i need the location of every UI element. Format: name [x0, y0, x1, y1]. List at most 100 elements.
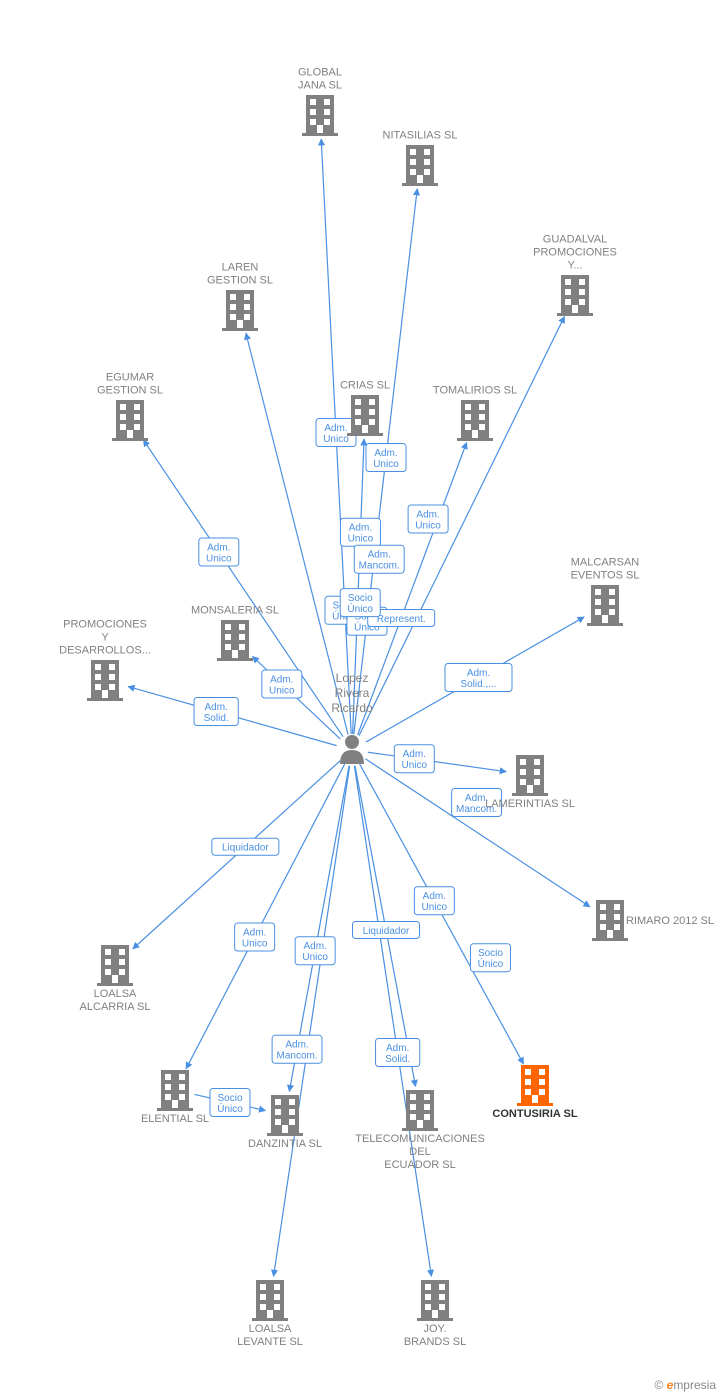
company-node[interactable]: LAMERINTIAS SL	[485, 755, 575, 810]
node-label: MONSALERIA SL	[191, 604, 279, 616]
node-label: JANA SL	[298, 79, 342, 91]
svg-text:Adm.: Adm.	[374, 448, 397, 459]
svg-text:Adm.: Adm.	[270, 674, 293, 685]
company-node[interactable]: DANZINTIA SL	[248, 1095, 322, 1150]
edge-label: Adm.Unico	[316, 419, 356, 447]
company-node[interactable]: TOMALIRIOS SL	[433, 384, 517, 441]
edge-label: Adm.Mancom.	[354, 545, 404, 573]
svg-text:Único: Único	[478, 957, 504, 970]
company-node[interactable]: MALCARSANEVENTOS SL	[571, 556, 640, 626]
building-icon	[112, 400, 148, 441]
building-icon	[157, 1070, 193, 1111]
building-icon	[417, 1280, 453, 1321]
building-icon	[267, 1095, 303, 1136]
network-diagram: SocioÚnicoAdm.UnicoSocioÚnicoAdm.UnicoAd…	[0, 0, 728, 1400]
node-label: TOMALIRIOS SL	[433, 384, 517, 396]
edge-label: Adm.Unico	[262, 670, 302, 698]
svg-text:Adm.: Adm.	[303, 941, 326, 952]
person-icon	[340, 735, 364, 764]
person-node[interactable]	[340, 735, 364, 764]
svg-text:Mancom.: Mancom.	[276, 1051, 317, 1062]
node-label: CRIAS SL	[340, 379, 390, 391]
company-node[interactable]: RIMARO 2012 SL	[592, 900, 714, 941]
svg-text:Adm.: Adm.	[207, 542, 230, 553]
svg-text:Único: Único	[217, 1102, 243, 1115]
svg-text:Unico: Unico	[402, 760, 428, 771]
svg-text:Socio: Socio	[478, 948, 503, 959]
building-icon	[302, 95, 338, 136]
company-node[interactable]: LARENGESTION SL	[207, 261, 273, 331]
svg-text:Liquidador: Liquidador	[222, 843, 269, 854]
svg-text:Unico: Unico	[323, 434, 349, 445]
node-label: DANZINTIA SL	[248, 1138, 322, 1150]
company-node[interactable]: GLOBALJANA SL	[298, 66, 342, 136]
company-node[interactable]: EGUMARGESTION SL	[97, 371, 163, 441]
node-label: GESTION SL	[207, 274, 273, 286]
company-node[interactable]: LOALSAALCARRIA SL	[80, 945, 151, 1013]
company-node[interactable]: NITASILIAS SL	[383, 129, 458, 186]
svg-text:Unico: Unico	[206, 553, 232, 564]
node-label: GUADALVAL	[543, 233, 607, 245]
svg-text:Unico: Unico	[373, 459, 399, 470]
edge-label: Adm.Unico	[394, 745, 434, 773]
node-label: JOY.	[423, 1323, 446, 1335]
company-node[interactable]: ELENTIAL SL	[141, 1070, 209, 1125]
svg-text:Adm.: Adm.	[467, 668, 490, 679]
building-icon	[592, 900, 628, 941]
node-label: ECUADOR SL	[384, 1159, 456, 1171]
svg-text:Único: Único	[347, 602, 373, 615]
svg-text:Unico: Unico	[415, 520, 441, 531]
node-label: EVENTOS SL	[571, 569, 640, 581]
building-icon	[347, 395, 383, 436]
node-label: TELECOMUNICACIONES	[355, 1133, 485, 1145]
svg-text:Socio: Socio	[348, 593, 373, 604]
node-label: BRANDS SL	[404, 1336, 466, 1348]
person-label: Rivera	[335, 686, 370, 700]
node-label: DESARROLLOS...	[59, 644, 151, 656]
edge	[354, 766, 431, 1276]
svg-text:Liquidador: Liquidador	[363, 926, 410, 937]
edge-label: Adm.Unico	[199, 538, 239, 566]
node-label: PROMOCIONES	[533, 246, 617, 258]
edge-label: Adm.Solid.	[376, 1039, 420, 1067]
svg-text:Adm.: Adm.	[403, 749, 426, 760]
building-icon	[222, 290, 258, 331]
svg-text:Adm.: Adm.	[324, 423, 347, 434]
edge	[368, 752, 506, 771]
edge-label: Adm.Unico	[366, 444, 406, 472]
node-label: Y...	[567, 259, 582, 271]
building-icon	[512, 755, 548, 796]
node-label: PROMOCIONES	[63, 618, 147, 630]
building-icon	[87, 660, 123, 701]
building-icon	[402, 145, 438, 186]
svg-text:Adm.: Adm.	[368, 550, 391, 561]
node-label: LOALSA	[94, 988, 137, 1000]
company-node[interactable]: CONTUSIRIA SL	[492, 1065, 577, 1120]
building-icon	[217, 620, 253, 661]
company-node[interactable]: JOY.BRANDS SL	[404, 1280, 466, 1348]
node-label: Y	[101, 631, 109, 643]
building-icon	[97, 945, 133, 986]
edge	[365, 759, 590, 907]
node-label: EGUMAR	[106, 371, 154, 383]
building-icon	[457, 400, 493, 441]
edge-label: Adm.Mancom.	[272, 1035, 322, 1063]
edge	[274, 766, 350, 1276]
edge-label: SocioÚnico	[210, 1089, 250, 1117]
company-node[interactable]: LOALSALEVANTE SL	[237, 1280, 303, 1348]
node-label: LOALSA	[249, 1323, 292, 1335]
svg-text:Adm.: Adm.	[204, 702, 227, 713]
svg-text:Adm.: Adm.	[349, 523, 372, 534]
company-node[interactable]: TELECOMUNICACIONESDELECUADOR SL	[355, 1090, 485, 1171]
svg-text:Adm.: Adm.	[386, 1043, 409, 1054]
svg-text:Solid.: Solid.	[385, 1054, 410, 1065]
node-label: GLOBAL	[298, 66, 342, 78]
company-node[interactable]: GUADALVALPROMOCIONESY...	[533, 233, 617, 316]
building-icon	[252, 1280, 288, 1321]
node-label: CONTUSIRIA SL	[492, 1108, 577, 1120]
node-label: DEL	[409, 1146, 430, 1158]
person-label: Lopez	[336, 671, 369, 685]
edge-label: Adm.Unico	[340, 518, 380, 546]
svg-text:Solid.,...: Solid.,...	[460, 679, 496, 690]
company-node[interactable]: MONSALERIA SL	[191, 604, 279, 661]
